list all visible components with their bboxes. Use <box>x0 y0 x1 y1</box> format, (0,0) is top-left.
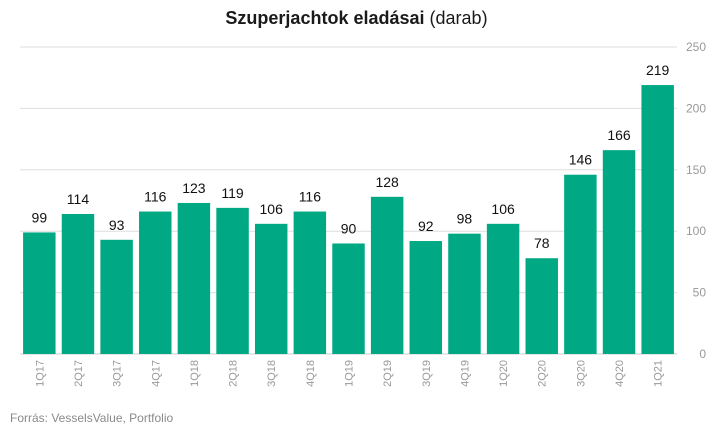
bar <box>177 202 211 354</box>
bar <box>564 174 597 354</box>
bar <box>602 150 636 354</box>
bar <box>370 196 404 354</box>
y-tick-label: 150 <box>686 163 706 177</box>
y-tick-label: 250 <box>686 40 706 54</box>
data-label: 128 <box>375 174 399 190</box>
data-label: 92 <box>418 218 434 234</box>
x-tick-label: 1Q19 <box>344 360 356 387</box>
bar <box>216 207 249 354</box>
x-tick-label: 2Q19 <box>382 360 394 387</box>
chart-title-unit: (darab) <box>429 8 488 28</box>
x-tick-label: 1Q21 <box>653 360 665 387</box>
data-label: 90 <box>341 220 357 236</box>
y-tick-label: 50 <box>693 286 707 300</box>
x-tick-label: 2Q17 <box>73 360 85 387</box>
x-tick-label: 4Q19 <box>459 360 471 387</box>
bar <box>448 233 481 354</box>
x-tick-label: 3Q17 <box>112 360 124 387</box>
data-label: 119 <box>221 185 244 201</box>
x-tick-label: 4Q17 <box>150 360 162 387</box>
data-label: 116 <box>299 189 322 205</box>
x-tick-label: 3Q19 <box>421 360 433 387</box>
data-label: 114 <box>67 191 90 207</box>
bar <box>409 241 443 354</box>
data-label: 116 <box>144 189 167 205</box>
data-label: 146 <box>569 152 593 168</box>
bar <box>525 258 558 354</box>
bar <box>332 243 365 354</box>
data-label: 106 <box>491 201 515 217</box>
chart-title: Szuperjachtok eladásai (darab) <box>0 8 713 29</box>
data-label: 98 <box>457 211 473 227</box>
data-label: 106 <box>260 201 284 217</box>
bar <box>100 239 133 354</box>
bar <box>23 232 56 354</box>
data-label: 99 <box>32 209 48 225</box>
bar <box>254 223 288 354</box>
data-label: 78 <box>534 235 550 251</box>
x-tick-label: 4Q20 <box>614 360 626 387</box>
source-note: Forrás: VesselsValue, Portfolio <box>10 411 174 425</box>
x-tick-label: 2Q18 <box>228 360 240 387</box>
x-tick-label: 1Q17 <box>34 360 46 387</box>
data-label: 93 <box>109 217 125 233</box>
data-label: 166 <box>607 127 631 143</box>
bar <box>641 85 674 355</box>
chart-title-main: Szuperjachtok eladásai <box>225 8 425 28</box>
x-tick-label: 4Q18 <box>305 360 317 387</box>
bar <box>486 223 520 354</box>
x-tick-label: 1Q18 <box>189 360 201 387</box>
bar <box>139 211 172 354</box>
data-label: 219 <box>646 62 670 78</box>
x-tick-label: 2Q20 <box>537 360 549 387</box>
bar <box>61 214 95 354</box>
x-tick-label: 3Q18 <box>266 360 278 387</box>
y-tick-label: 200 <box>686 101 706 115</box>
data-label: 123 <box>182 180 206 196</box>
y-tick-label: 0 <box>699 347 706 361</box>
y-tick-label: 100 <box>686 224 706 238</box>
bar <box>293 211 327 354</box>
x-tick-label: 1Q20 <box>498 360 510 387</box>
x-tick-label: 3Q20 <box>575 360 587 387</box>
